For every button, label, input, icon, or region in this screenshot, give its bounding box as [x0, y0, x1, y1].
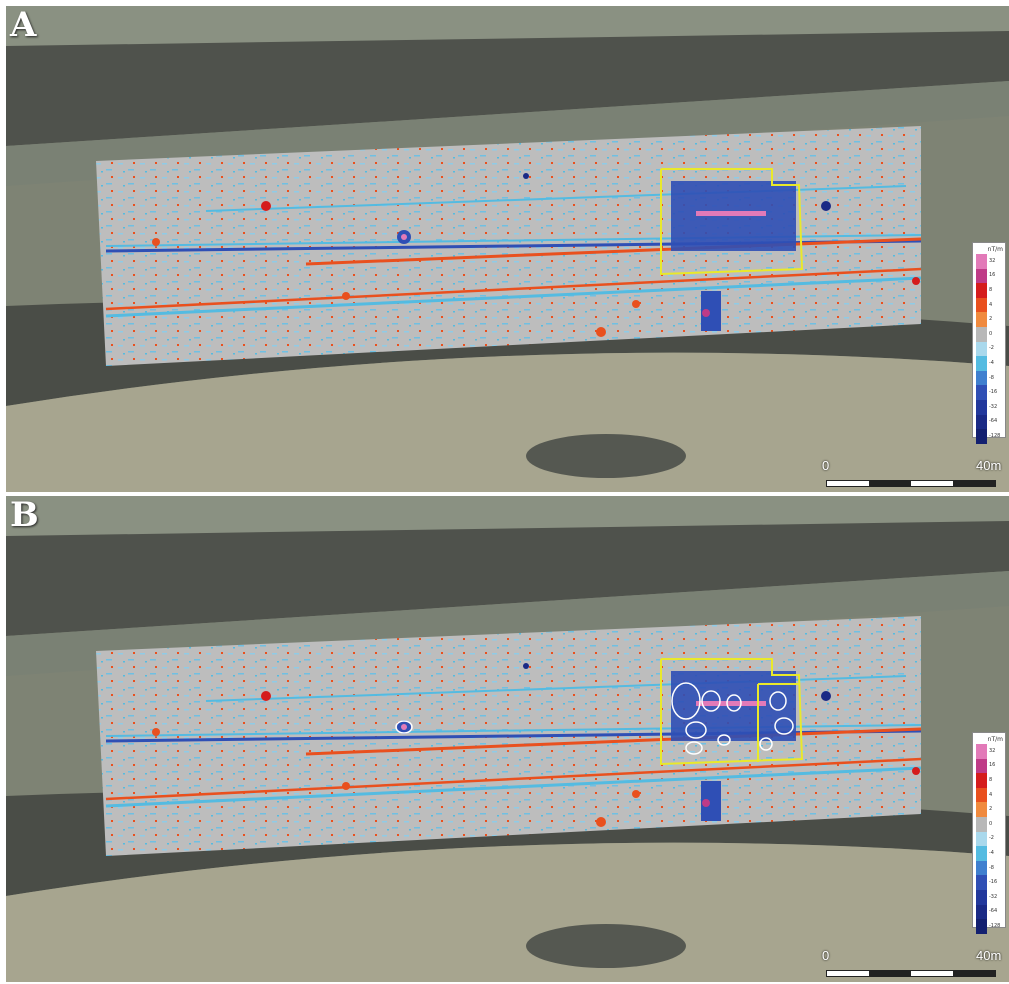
legend-step: -32 — [976, 399, 1003, 415]
legend-swatch — [976, 268, 987, 284]
legend-swatch — [976, 919, 987, 934]
legend-step-label: -128 — [989, 432, 1001, 439]
legend-unit: nT/m — [987, 246, 1003, 253]
legend-swatch — [976, 875, 987, 890]
legend-step-label: -8 — [989, 864, 994, 871]
legend-step: 2 — [976, 802, 1003, 817]
legend-step: -8 — [976, 860, 1003, 876]
legend-step: 16 — [976, 268, 1003, 284]
legend-step: 0 — [976, 816, 1003, 832]
legend-swatch — [976, 326, 987, 342]
survey-outline — [660, 168, 804, 276]
magnetometry-map-panel-a: A nT/m 32 16 8 4 2 0 -2 -4 -8 -16 -32 -64 -128 0 40m — [6, 6, 1009, 492]
legend-step-label: 4 — [989, 791, 993, 798]
legend-step-label: -4 — [989, 849, 994, 856]
legend-swatch — [976, 744, 987, 759]
legend-swatch — [976, 399, 987, 415]
legend-step: -64 — [976, 414, 1003, 430]
legend-swatch — [976, 414, 987, 430]
magnetometry-map-panel-b: B nT/m 32 16 8 4 2 0 -2 -4 -8 -16 -32 -64 -128 0 40m — [6, 496, 1009, 982]
legend-step-label: 2 — [989, 806, 993, 813]
legend-step-label: -8 — [989, 374, 994, 381]
legend-step-label: 16 — [989, 762, 996, 769]
scale-end-label: 40m — [976, 948, 1002, 963]
legend-step-label: -64 — [989, 908, 998, 915]
legend-step-label: -16 — [989, 389, 998, 396]
legend-step: 4 — [976, 787, 1003, 803]
legend-step: -2 — [976, 341, 1003, 357]
legend-unit: nT/m — [987, 736, 1003, 743]
legend-step-label: 32 — [989, 747, 996, 754]
scale-start-label: 0 — [822, 458, 830, 473]
legend-step: -4 — [976, 356, 1003, 371]
legend-step-label: 4 — [989, 301, 993, 308]
legend-step: -32 — [976, 889, 1003, 905]
legend-step: 32 — [976, 744, 1003, 759]
legend-swatch — [976, 831, 987, 847]
legend-step-label: 0 — [989, 330, 993, 337]
legend-step: 4 — [976, 297, 1003, 313]
legend-step-label: 16 — [989, 272, 996, 279]
legend-swatch — [976, 904, 987, 920]
legend-step: 8 — [976, 773, 1003, 788]
legend-step: -64 — [976, 904, 1003, 920]
scale-line — [826, 480, 996, 487]
legend-step-label: -16 — [989, 879, 998, 886]
legend-step: -2 — [976, 831, 1003, 847]
legend-swatch — [976, 758, 987, 774]
legend-step: -16 — [976, 875, 1003, 890]
scale-line — [826, 970, 996, 977]
legend-swatch — [976, 860, 987, 876]
legend-step: -128 — [976, 919, 1003, 934]
legend-step-label: 8 — [989, 286, 993, 293]
legend-swatch — [976, 385, 987, 400]
legend-swatch — [976, 787, 987, 803]
legend-swatch — [976, 773, 987, 788]
legend-step: -8 — [976, 370, 1003, 386]
legend-step: 8 — [976, 283, 1003, 298]
legend-swatch — [976, 802, 987, 817]
legend-step: -4 — [976, 846, 1003, 861]
legend-step-label: 2 — [989, 316, 993, 323]
legend-swatch — [976, 312, 987, 327]
color-scale-legend: nT/m 32 16 8 4 2 0 -2 -4 -8 -16 -32 -64 -128 — [972, 732, 1006, 934]
legend-swatch — [976, 816, 987, 832]
legend-swatch — [976, 254, 987, 269]
scale-start-label: 0 — [822, 948, 830, 963]
legend-step: 16 — [976, 758, 1003, 774]
legend-step: 2 — [976, 312, 1003, 327]
legend-step: 32 — [976, 254, 1003, 269]
legend-swatch — [976, 370, 987, 386]
legend-swatch — [976, 889, 987, 905]
legend-step-label: -2 — [989, 345, 994, 352]
survey-outline — [660, 658, 804, 766]
legend-swatch — [976, 341, 987, 357]
scale-end-label: 40m — [976, 458, 1002, 473]
legend-swatch — [976, 283, 987, 298]
panel-label: A — [10, 6, 37, 45]
color-scale-legend: nT/m 32 16 8 4 2 0 -2 -4 -8 -16 -32 -64 -128 — [972, 242, 1006, 444]
legend-step-label: -32 — [989, 403, 998, 410]
aerial-photo-with-magnetic-overlay — [6, 496, 1009, 982]
legend-swatch — [976, 846, 987, 861]
legend-swatch — [976, 356, 987, 371]
scale-bar: 0 40m — [818, 948, 1008, 982]
legend-swatch — [976, 297, 987, 313]
feature-outlines — [395, 682, 794, 755]
legend-step-label: -32 — [989, 893, 998, 900]
legend-step: 0 — [976, 326, 1003, 342]
legend-step-label: -4 — [989, 359, 994, 366]
legend-step-label: 32 — [989, 257, 996, 264]
legend-step-label: -128 — [989, 922, 1001, 929]
legend-step-label: -2 — [989, 835, 994, 842]
panel-label: B — [10, 496, 39, 535]
aerial-photo-with-magnetic-overlay — [6, 6, 1009, 492]
legend-swatch — [976, 429, 987, 444]
legend-step: -16 — [976, 385, 1003, 400]
legend-step: -128 — [976, 429, 1003, 444]
legend-step-label: 8 — [989, 776, 993, 783]
legend-step-label: -64 — [989, 418, 998, 425]
scale-bar: 0 40m — [818, 458, 1008, 492]
legend-step-label: 0 — [989, 820, 993, 827]
